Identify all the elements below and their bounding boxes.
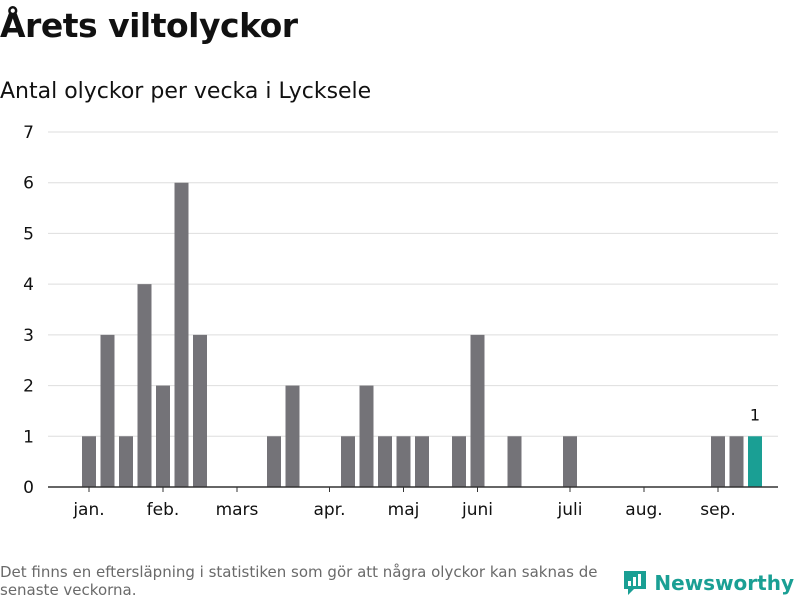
bar [470,334,485,487]
y-tick-label: 6 [23,174,34,194]
brand-name: Newsworthy [654,571,794,595]
x-tick-label: feb. [147,500,180,520]
y-tick-label: 7 [23,123,34,143]
bar [174,182,189,487]
chart-title: Årets viltolyckor [0,6,298,45]
x-tick-label: mars [216,500,259,520]
bar [341,436,355,487]
bar [711,436,725,487]
bar [82,436,96,487]
bar [563,436,577,487]
y-tick-label: 1 [23,427,34,447]
bar [396,436,411,487]
bar [156,385,170,487]
footnote: Det finns en eftersläpning i statistiken… [0,563,598,599]
x-tick-label: aug. [625,500,662,520]
y-tick-label: 0 [23,478,34,498]
bar [359,385,374,487]
bar [137,284,152,487]
y-tick-label: 5 [23,224,34,244]
bar [267,436,281,487]
bar [119,436,133,487]
bar [285,385,300,487]
x-tick-label: maj [388,500,420,520]
x-tick-label: apr. [313,500,345,520]
data-label: 1 [750,405,760,424]
chart-subtitle: Antal olyckor per vecka i Lycksele [0,79,372,104]
y-tick-label: 3 [23,326,34,346]
bar [507,436,522,487]
brand-logo[interactable]: Newsworthy [622,569,794,597]
bar [378,436,392,487]
x-tick-label: juli [557,500,583,520]
x-tick-label: sep. [700,500,736,520]
y-tick-label: 2 [23,377,34,397]
x-tick-label: juni [461,500,493,520]
x-tick-label: jan. [72,500,104,520]
bar [193,334,207,487]
bar [452,436,466,487]
bar-chart-speech-bubble-icon [624,571,647,595]
bar [729,436,744,487]
y-tick-label: 4 [23,275,34,295]
bar-highlighted [748,436,762,487]
bar [415,436,429,487]
bar [100,334,115,487]
